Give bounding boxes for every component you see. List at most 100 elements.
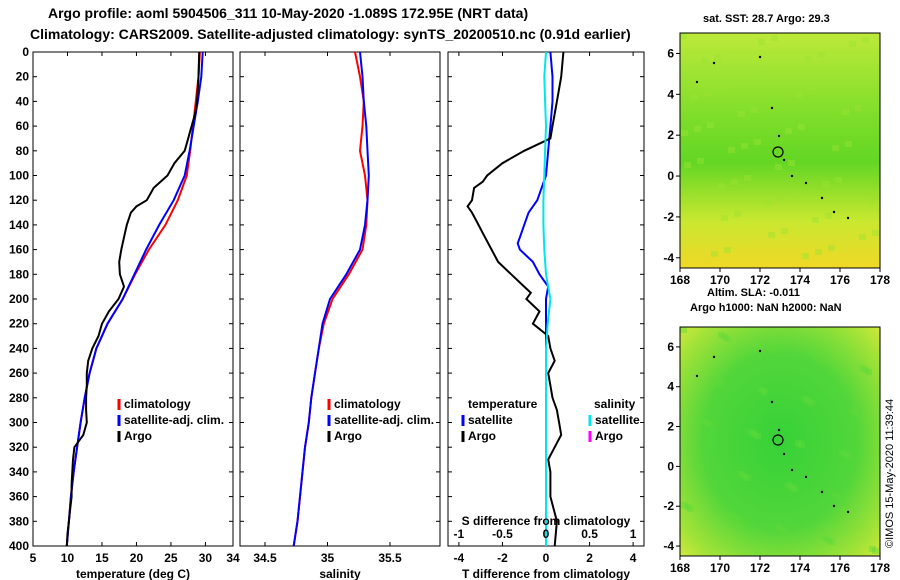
sst-map-texture-cell (775, 164, 782, 170)
sst-map-texture-cell (771, 35, 778, 41)
sst-map-texture-cell (852, 73, 859, 79)
depth-tick-label: 400 (9, 539, 29, 553)
sst-map-texture-cell (748, 75, 755, 81)
sla-map-texture-cell (680, 327, 687, 333)
sst-map-texture-cell (687, 194, 694, 200)
sla-map-texture-cell (697, 464, 704, 470)
sst-map-frame (679, 32, 881, 269)
sla-map-island (695, 374, 699, 378)
sla-map-texture-cell (862, 367, 869, 373)
sla-map-texture-cell (815, 356, 822, 362)
sla-map-texture-cell (694, 462, 701, 468)
sla-map-texture-cell (828, 539, 835, 545)
sla-map-texture-cell (842, 451, 849, 457)
sla-map-texture-cell (754, 433, 761, 439)
sst-map-island (782, 158, 786, 162)
depth-tick-label: 220 (9, 317, 29, 331)
sst-map-texture-cell (825, 213, 832, 219)
salinity-legend-argo-label: Argo (334, 429, 362, 443)
sla-map-ytick-label: 4 (667, 380, 674, 394)
depth-tick-label: 260 (9, 366, 29, 380)
depth-tick-label: 300 (9, 416, 29, 430)
depth-tick-label: 20 (16, 70, 30, 84)
difference-xtick-label: 4 (630, 551, 637, 565)
sst-map-title: sat. SST: 28.7 Argo: 29.3 (703, 13, 830, 25)
sst-map-texture-cell (802, 253, 809, 259)
sla-map-texture-cell (744, 475, 751, 481)
difference-s-tick-label: 0 (543, 527, 550, 541)
sla-map-texture-cell (734, 517, 741, 523)
difference-s-tick-label: -0.5 (492, 527, 513, 541)
sst-map-texture-cell (859, 234, 866, 240)
sst-map-texture-cell (680, 33, 687, 39)
sla-map-texture-cell (714, 378, 721, 384)
sla-map-island (790, 468, 794, 472)
difference-legend-temperature-title: temperature (468, 397, 538, 411)
difference-t-xlabel: T difference from climatology (462, 567, 630, 580)
difference-xtick-label: -2 (497, 551, 508, 565)
salinity-legend-climatology-label: climatology (334, 397, 401, 411)
sst-map-island (846, 216, 850, 220)
sla-map-island (832, 504, 836, 508)
sst-map-field (680, 33, 880, 268)
sst-map-texture-cell (694, 126, 701, 132)
figure-title-line2: Climatology: CARS2009. Satellite-adjuste… (30, 26, 631, 42)
sla-map-texture-cell (738, 471, 745, 477)
sla-map-texture-cell (701, 418, 708, 424)
difference-xtick-label: 2 (586, 551, 593, 565)
sla-map-title-line2: Argo h1000: NaN h2000: NaN (690, 302, 842, 314)
difference-series-t-satellite (516, 51, 554, 546)
sla-map-texture-cell (704, 420, 711, 426)
sst-map-texture-cell (832, 145, 839, 151)
sst-map-xtick-label: 170 (710, 273, 730, 287)
sst-map-texture-cell (765, 200, 772, 206)
sst-map-texture-cell (768, 232, 775, 238)
sla-map-texture-cell (798, 442, 805, 448)
sst-map-texture-cell (798, 124, 805, 130)
sst-map-texture-cell (808, 88, 815, 94)
sst-map-ytick-label: -4 (663, 251, 674, 265)
depth-tick-label: 340 (9, 465, 29, 479)
sla-map-texture-cell (687, 506, 694, 512)
sst-map-texture-cell (681, 130, 688, 136)
sst-map-texture-cell (788, 160, 795, 166)
sla-map-texture-cell (728, 513, 735, 519)
temperature-series-climatology (65, 51, 201, 547)
sst-map-island (695, 80, 699, 84)
sst-map-texture-cell (822, 181, 829, 187)
sla-map-island (758, 349, 762, 353)
depth-tick-label: 60 (16, 119, 30, 133)
depth-tick-label: 160 (9, 243, 29, 257)
sst-map-texture-cell (728, 147, 735, 153)
sst-map-texture-cell (731, 179, 738, 185)
sla-map-texture-cell (711, 376, 718, 382)
sla-map-texture-cell (717, 380, 724, 386)
sla-map-ytick-label: 6 (667, 340, 674, 354)
sst-map-texture-cell (734, 211, 741, 217)
sla-map-island (770, 400, 774, 404)
sla-map-texture-cell (795, 440, 802, 446)
temperature-series-satellite-adj--clim- (65, 51, 204, 547)
difference-series-s-satellite (542, 51, 552, 546)
sst-map-texture-cell (691, 94, 698, 100)
sla-map-texture-cell (818, 358, 825, 364)
sla-map-ytick-label: 2 (667, 420, 674, 434)
salinity-legend-satellite-label: satellite-adj. clim. (334, 413, 434, 427)
sst-map-texture-cell (839, 77, 846, 83)
depth-tick-label: 40 (16, 94, 30, 108)
sla-map-texture-cell (852, 409, 859, 415)
sst-map-texture-cell (744, 175, 751, 181)
temperature-xlabel: temperature (deg C) (76, 567, 190, 580)
sla-map-texture-cell (872, 548, 879, 554)
sst-map-ytick-label: 6 (667, 46, 674, 60)
sla-map-texture-cell (839, 449, 846, 455)
difference-legend-t-satellite-label: satellite (468, 413, 513, 427)
sst-map-texture-cell (795, 92, 802, 98)
sst-map-texture-cell (711, 251, 718, 257)
sla-map-argo-position (772, 434, 784, 446)
temperature-legend-climatology-label: climatology (124, 397, 191, 411)
temperature-panel-frame (32, 51, 234, 547)
sst-map-texture-cell (842, 109, 849, 115)
sla-map-texture-cell (865, 369, 872, 375)
sla-map-island (777, 428, 781, 432)
